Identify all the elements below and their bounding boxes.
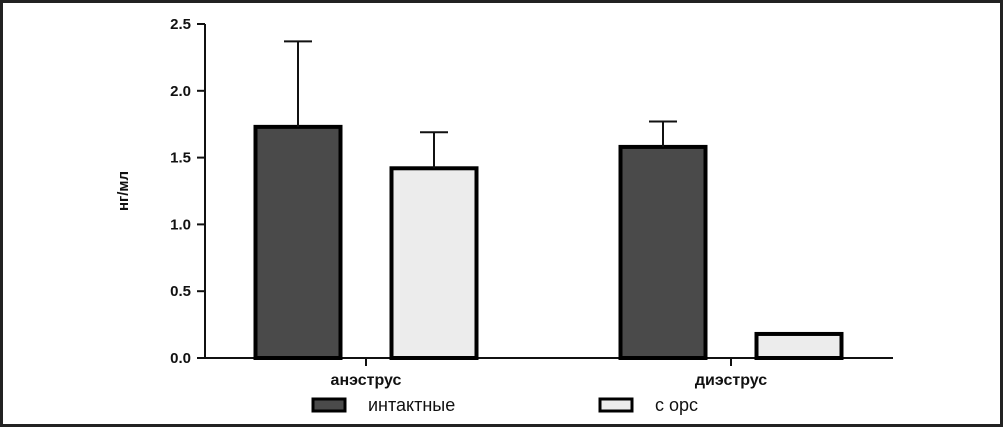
y-tick-label: 0.0 [170, 350, 191, 367]
bar-1-0 [389, 166, 479, 360]
bar-1-1 [754, 331, 844, 360]
bars [253, 124, 844, 361]
category-labels: анэструс диэструс [331, 358, 767, 389]
y-tick-label: 1.0 [170, 216, 191, 233]
y-ticks: 0.0 0.5 1.0 1.5 2.0 2.5 [170, 16, 205, 367]
bar-0-1 [618, 144, 708, 360]
legend-label: с орс [655, 395, 698, 415]
category-label: диэструс [695, 372, 767, 389]
legend-label: интактные [368, 395, 455, 415]
y-axis-label: нг/мл [115, 171, 132, 211]
y-tick-label: 2.0 [170, 83, 191, 100]
y-tick-label: 2.5 [170, 16, 191, 33]
y-tick-label: 1.5 [170, 150, 191, 167]
error-bars [284, 40, 677, 169]
legend: интактные с орс [311, 395, 698, 415]
legend-swatch [311, 397, 347, 413]
y-tick-label: 0.5 [170, 283, 191, 300]
bar-0-0 [253, 124, 343, 361]
category-label: анэструс [331, 372, 402, 389]
legend-swatch [598, 397, 634, 413]
